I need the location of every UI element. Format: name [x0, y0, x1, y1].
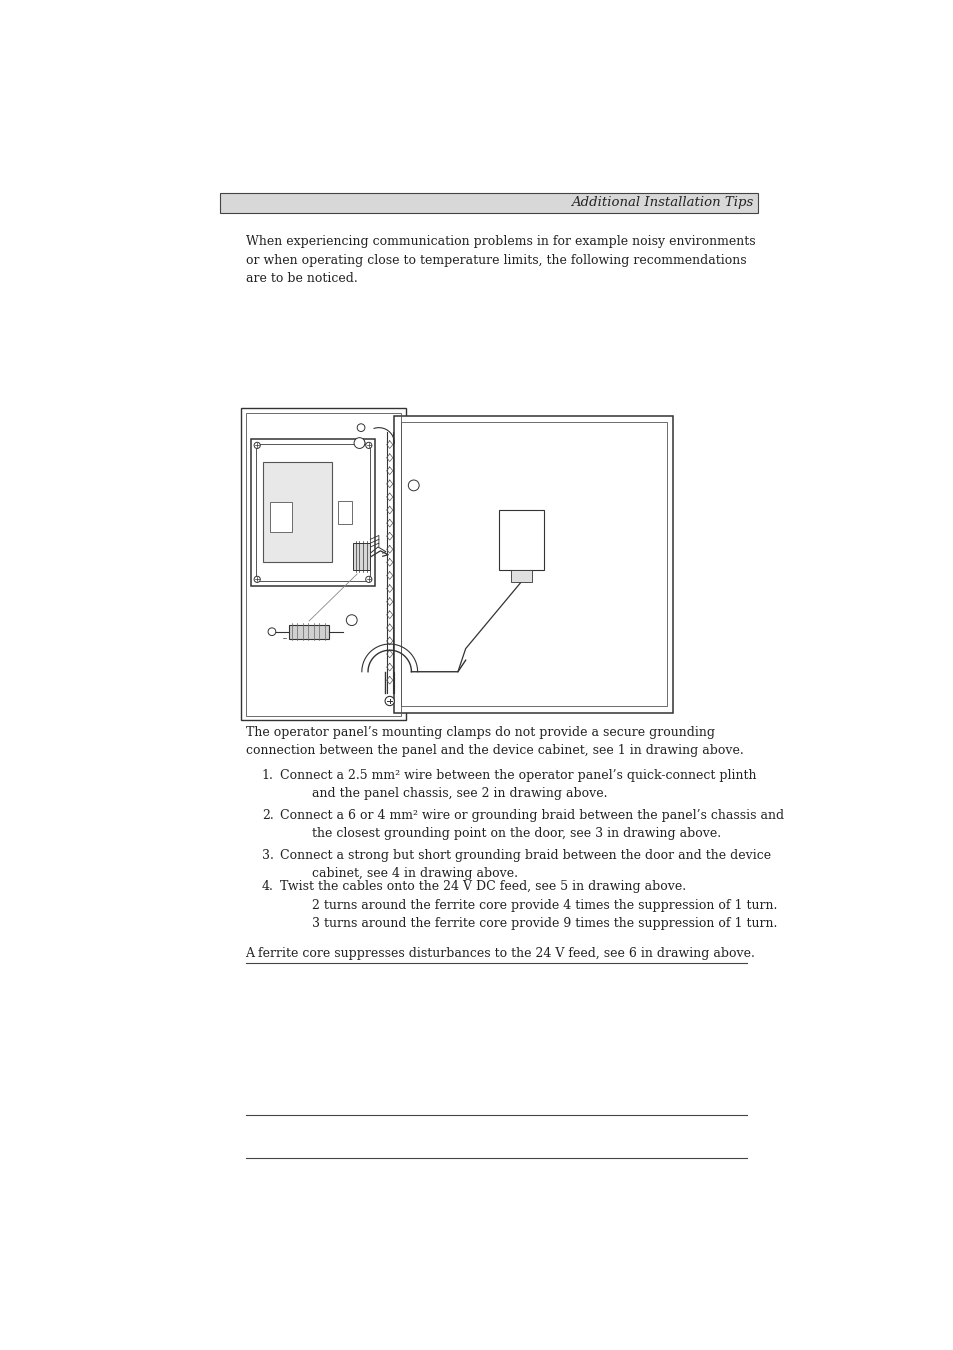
Text: Connect a 6 or 4 mm² wire or grounding braid between the panel’s chassis and
   : Connect a 6 or 4 mm² wire or grounding b…	[279, 809, 783, 840]
Bar	[394, 416, 673, 713]
Text: 3.: 3.	[261, 849, 274, 861]
Bar	[498, 510, 543, 570]
Circle shape	[253, 443, 260, 448]
Circle shape	[356, 424, 365, 432]
Text: A ferrite core suppresses disturbances to the 24 V feed, see 6 in drawing above.: A ferrite core suppresses disturbances t…	[245, 948, 755, 960]
Text: Connect a 2.5 mm² wire between the operator panel’s quick-connect plinth
       : Connect a 2.5 mm² wire between the opera…	[279, 768, 756, 801]
Circle shape	[365, 443, 372, 448]
Text: When experiencing communication problems in for example noisy environments
or wh: When experiencing communication problems…	[245, 235, 755, 285]
Text: 4.: 4.	[261, 880, 274, 894]
Bar	[510, 570, 532, 582]
Circle shape	[268, 628, 275, 636]
Bar	[353, 543, 370, 570]
Circle shape	[253, 576, 260, 582]
Circle shape	[408, 481, 418, 491]
Bar	[255, 444, 370, 580]
Text: 1.: 1.	[261, 768, 274, 782]
Text: Connect a strong but short grounding braid between the door and the device
     : Connect a strong but short grounding bra…	[279, 849, 770, 880]
Text: Additional Installation Tips: Additional Installation Tips	[570, 196, 753, 209]
Bar	[241, 409, 406, 721]
Circle shape	[365, 576, 372, 582]
Circle shape	[346, 614, 356, 625]
Bar	[245, 413, 401, 716]
Text: The operator panel’s mounting clamps do not provide a secure grounding
connectio: The operator panel’s mounting clamps do …	[245, 726, 742, 757]
Bar	[262, 462, 332, 563]
Bar	[220, 193, 757, 213]
Bar	[400, 423, 666, 706]
Text: 2.: 2.	[261, 809, 274, 822]
Bar	[337, 501, 352, 524]
Text: Twist the cables onto the 24 V DC feed, see 5 in drawing above.
        2 turns : Twist the cables onto the 24 V DC feed, …	[279, 880, 777, 930]
Bar	[289, 625, 329, 639]
Bar	[270, 502, 292, 532]
Circle shape	[385, 697, 394, 706]
Bar	[251, 439, 375, 586]
Circle shape	[354, 437, 365, 448]
Circle shape	[356, 439, 365, 447]
